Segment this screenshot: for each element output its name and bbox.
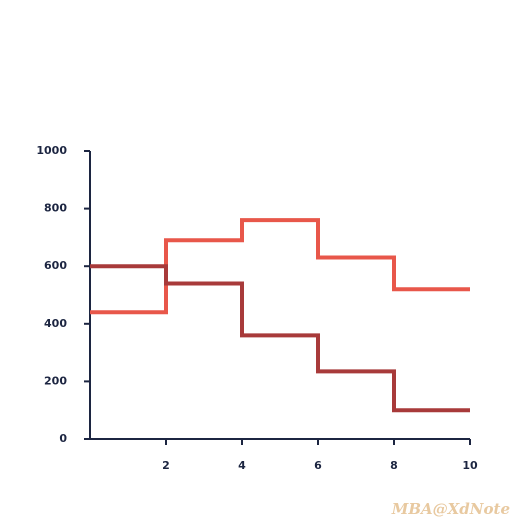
x-tick-label: 6: [314, 459, 322, 472]
y-tick-label: 800: [44, 202, 67, 215]
y-tick-label: 200: [44, 374, 67, 387]
y-tick-label: 600: [44, 259, 67, 272]
step-line: [90, 264, 470, 413]
y-tick-label: 400: [44, 317, 67, 330]
watermark: MBA@XdNote: [391, 500, 510, 518]
x-tick-label: 10: [462, 459, 478, 472]
y-tick-label: 0: [59, 432, 67, 445]
x-tick-label: 2: [162, 459, 170, 472]
y-tick-label: 1000: [36, 144, 67, 157]
x-tick-label: 4: [238, 459, 246, 472]
x-tick-label: 8: [390, 459, 398, 472]
